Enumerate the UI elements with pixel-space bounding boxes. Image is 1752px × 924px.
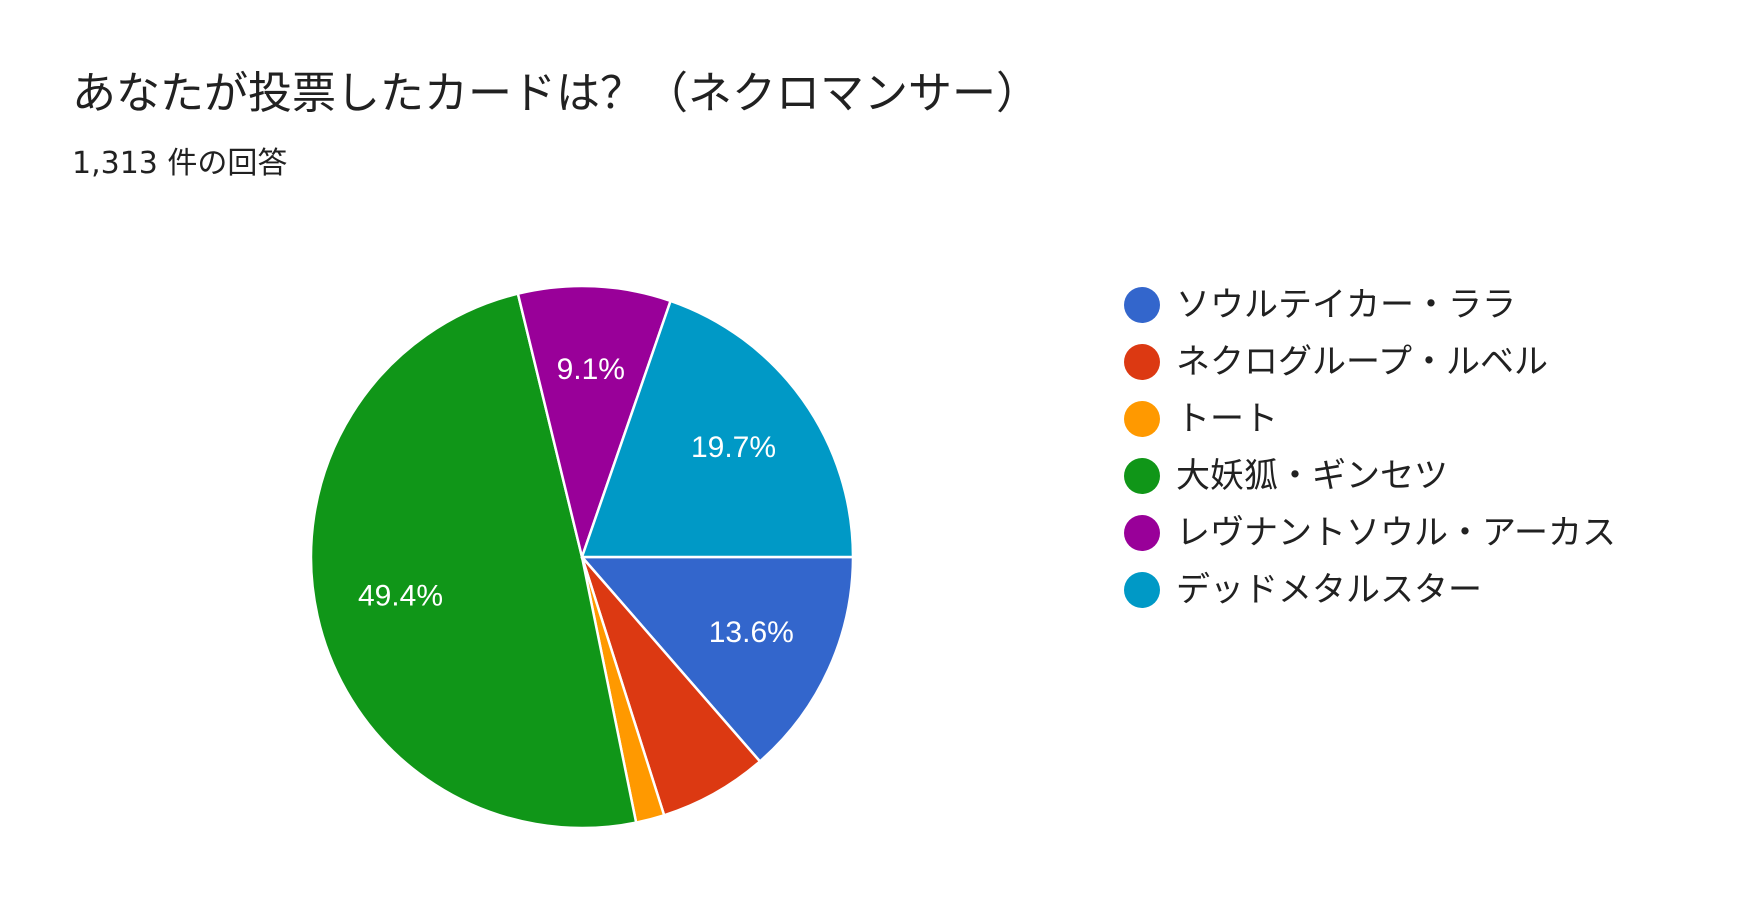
legend-label: デッドメタルスター (1176, 569, 1482, 610)
legend: ソウルテイカー・ララ ネクログループ・ルベル トート大妖狐・ギンセツレヴナントソウル… (1124, 276, 1616, 618)
slice-percent-label: 13.6% (709, 616, 794, 649)
pie-slice[interactable] (516, 284, 673, 562)
legend-label: ネクログループ・ルベル (1176, 341, 1548, 382)
legend-swatch (1124, 457, 1160, 494)
legend-item[interactable]: ネクログループ・ルベル (1124, 333, 1616, 390)
pie-slice[interactable] (579, 555, 855, 764)
pie-slices (309, 284, 855, 830)
pie-slice[interactable] (580, 556, 762, 817)
legend-item[interactable]: ソウルテイカー・ララ (1124, 276, 1616, 333)
legend-item[interactable]: 大妖狐・ギンセツ (1124, 447, 1616, 504)
slice-percent-label: 9.1% (557, 353, 625, 386)
legend-label: ソウルテイカー・ララ (1176, 284, 1516, 325)
response-count: 1,313 件の回答 (72, 146, 288, 181)
legend-swatch (1124, 571, 1160, 608)
legend-label: トート (1176, 398, 1278, 439)
pie-slice[interactable] (580, 299, 855, 559)
chart-title: あなたが投票したカードは？（ネクロマンサー） (72, 68, 1040, 119)
legend-item[interactable]: デッドメタルスター (1124, 561, 1616, 618)
legend-item[interactable]: トート (1124, 390, 1616, 447)
legend-swatch (1124, 400, 1160, 437)
legend-label: レヴナントソウル・アーカス (1176, 512, 1616, 553)
slice-percent-label: 49.4% (358, 579, 443, 612)
legend-swatch (1124, 514, 1160, 551)
pie-slice[interactable] (309, 292, 638, 830)
legend-label: 大妖狐・ギンセツ (1176, 455, 1448, 496)
legend-swatch (1124, 286, 1160, 323)
slice-percent-label: 19.7% (691, 431, 776, 464)
legend-swatch (1124, 343, 1160, 380)
pie-slice-labels: 13.6% 49.4% 9.1% 19.7% (358, 353, 794, 649)
legend-item[interactable]: レヴナントソウル・アーカス (1124, 504, 1616, 561)
